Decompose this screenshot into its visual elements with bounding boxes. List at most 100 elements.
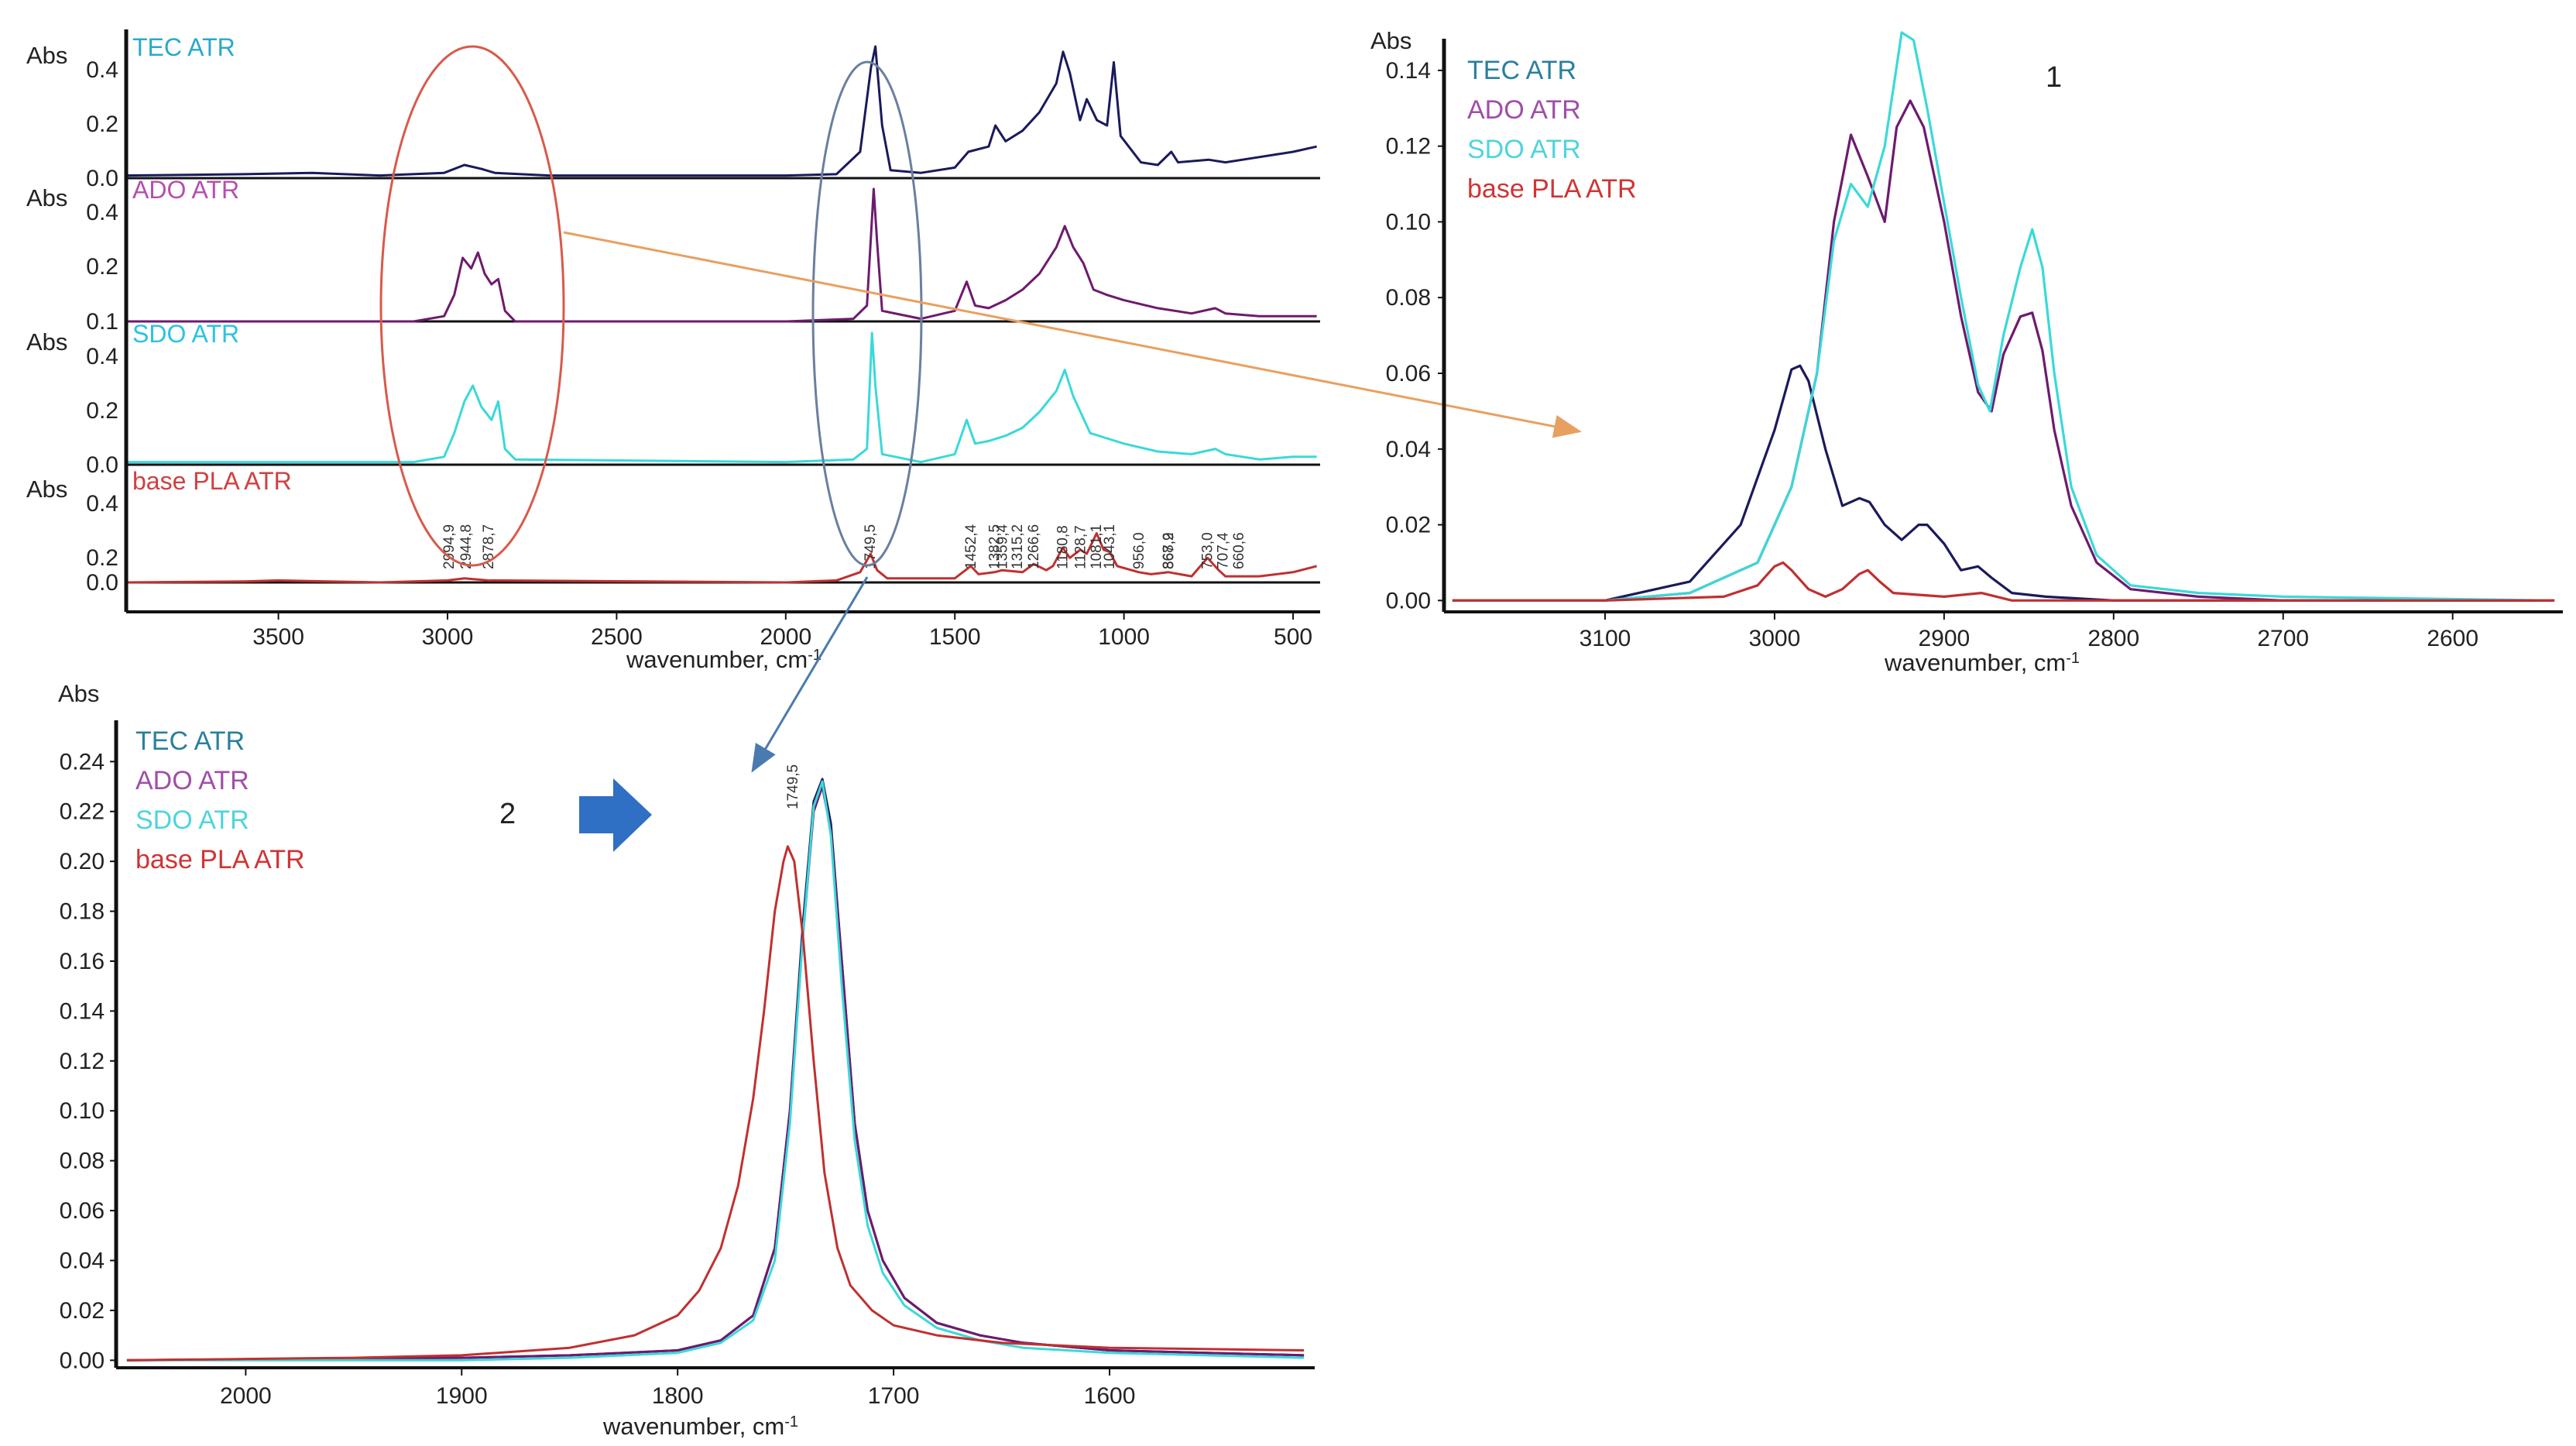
peak-annotation: 1749,5 bbox=[863, 524, 879, 569]
peak-annotation: 1382,5 bbox=[987, 524, 1003, 569]
legend-entry: ADO ATR bbox=[135, 766, 249, 795]
inset-1-x-label: wavenumber, cm-1 bbox=[1884, 649, 2080, 676]
y-tick-label: 0.20 bbox=[60, 849, 105, 874]
x-tick-label: 1600 bbox=[1084, 1383, 1136, 1409]
spectrum-line bbox=[1452, 364, 2555, 602]
x-tick-label: 1800 bbox=[652, 1383, 704, 1409]
spectrum-line bbox=[1452, 31, 2555, 602]
x-tick-label: 2900 bbox=[1918, 626, 1970, 651]
highlight-ellipse-ch-region bbox=[379, 45, 565, 567]
legend-entry: ADO ATR bbox=[1467, 95, 1581, 125]
inset-1-y-label: Abs bbox=[1370, 27, 1411, 54]
peak-annotation: 1359,4 bbox=[995, 524, 1011, 569]
inset-2-chart: 0.24 0.22 0.20 0.18 0.16 0.14 0.12 0.10 0.08 0.06… bbox=[58, 680, 1315, 1440]
y-tick-label: 0.0 bbox=[86, 570, 118, 596]
legend-entry: SDO ATR bbox=[1467, 135, 1581, 164]
x-tick-label: 3100 bbox=[1580, 626, 1631, 651]
spectrum-line bbox=[126, 187, 1317, 323]
peak-annotation: 1043,1 bbox=[1102, 524, 1118, 569]
peak-annotation: 1180,8 bbox=[1055, 525, 1072, 569]
inset-2-panel-number: 2 bbox=[499, 798, 516, 830]
connector-arrow-to-inset-2 bbox=[751, 576, 869, 773]
y-tick-label: 0.04 bbox=[1386, 437, 1431, 462]
y-tick-label: 0.4 bbox=[86, 200, 118, 225]
x-tick-label: 1700 bbox=[868, 1383, 920, 1409]
y-tick-label: 0.10 bbox=[1386, 209, 1431, 235]
overview-x-label: wavenumber, cm-1 bbox=[626, 646, 822, 673]
spectrum-line bbox=[125, 532, 1317, 584]
y-tick-label: 0.0 bbox=[86, 452, 118, 478]
peak-annotation: 867,9 bbox=[1161, 532, 1177, 569]
peak-annotation: 1452,4 bbox=[963, 524, 979, 569]
inset-2-peak-label: 1749,5 bbox=[785, 764, 801, 809]
panel-y-axis-label: Abs bbox=[26, 42, 67, 69]
y-tick-label: 0.10 bbox=[60, 1098, 105, 1124]
panel-label: TEC ATR bbox=[132, 33, 235, 61]
y-tick-label: 0.2 bbox=[86, 254, 118, 280]
y-tick-label: 0.18 bbox=[60, 899, 105, 925]
peak-annotation: 2944,8 bbox=[458, 524, 475, 569]
connector-arrow-to-inset-1 bbox=[563, 231, 1582, 438]
panel-label: base PLA ATR bbox=[132, 467, 292, 495]
y-tick-label: 0.2 bbox=[86, 112, 118, 137]
peak-annotation: 753,0 bbox=[1200, 532, 1216, 569]
x-tick-label: 1900 bbox=[436, 1383, 488, 1409]
inset-1-panel-number: 1 bbox=[2046, 61, 2062, 94]
y-tick-label: 0.04 bbox=[60, 1249, 105, 1274]
inset-1-chart: 0.14 0.12 0.10 0.08 0.06 0.04 0.02 0.00 3100 3000… bbox=[1370, 27, 2563, 676]
y-tick-label: 0.12 bbox=[1386, 134, 1431, 160]
y-tick-label: 0.00 bbox=[60, 1348, 105, 1373]
y-tick-label: 0.14 bbox=[60, 998, 105, 1024]
peak-annotation: 1315,2 bbox=[1010, 524, 1026, 569]
y-tick-label: 0.4 bbox=[86, 57, 118, 83]
spectrum-line bbox=[126, 845, 1305, 1362]
y-tick-label: 0.24 bbox=[60, 749, 105, 775]
y-tick-label: 0.1 bbox=[86, 309, 118, 335]
y-tick-label: 0.22 bbox=[60, 799, 105, 825]
peak-annotation: 1128,7 bbox=[1072, 525, 1089, 569]
y-tick-label: 0.0 bbox=[86, 166, 118, 191]
y-tick-label: 0.02 bbox=[1386, 513, 1431, 538]
y-tick-label: 0.08 bbox=[60, 1149, 105, 1174]
spectrum-line bbox=[125, 45, 1317, 177]
peak-annotation: 660,6 bbox=[1231, 532, 1247, 569]
spectrum-line bbox=[1452, 561, 2555, 602]
x-tick-label: 2600 bbox=[2427, 626, 2478, 651]
x-tick-label: 3000 bbox=[422, 624, 474, 650]
x-tick-label: 2000 bbox=[220, 1383, 272, 1409]
panel-y-axis-label: Abs bbox=[26, 184, 67, 211]
y-tick-label: 0.14 bbox=[1386, 58, 1431, 84]
peak-annotation: 2994,9 bbox=[441, 524, 458, 569]
spectrum-line bbox=[126, 331, 1317, 464]
peak-annotation: 1266,6 bbox=[1026, 524, 1042, 569]
peak-annotation: 868,2 bbox=[1161, 532, 1177, 569]
y-tick-label: 0.4 bbox=[86, 491, 118, 517]
y-tick-label: 0.2 bbox=[86, 398, 118, 424]
inset-2-x-label: wavenumber, cm-1 bbox=[602, 1413, 798, 1440]
y-tick-label: 0.4 bbox=[86, 344, 118, 369]
highlight-ellipse-carbonyl-region bbox=[811, 60, 923, 567]
y-tick-label: 0.06 bbox=[60, 1198, 105, 1224]
y-tick-label: 0.2 bbox=[86, 545, 118, 571]
panel-label: ADO ATR bbox=[132, 176, 239, 204]
y-tick-label: 0.16 bbox=[60, 949, 105, 974]
peak-annotation: 1081,1 bbox=[1089, 524, 1105, 569]
blue-arrow-icon bbox=[579, 778, 652, 852]
peak-annotation: 956,0 bbox=[1131, 532, 1147, 569]
y-tick-label: 0.02 bbox=[60, 1298, 105, 1324]
x-tick-label: 2000 bbox=[760, 624, 811, 650]
x-tick-label: 2500 bbox=[591, 624, 643, 650]
x-tick-label: 2800 bbox=[2087, 626, 2139, 651]
legend-entry: SDO ATR bbox=[135, 805, 249, 835]
x-tick-label: 2700 bbox=[2257, 626, 2309, 651]
x-tick-label: 3500 bbox=[252, 624, 304, 650]
panel-y-axis-label: Abs bbox=[26, 328, 67, 355]
y-tick-label: 0.00 bbox=[1386, 588, 1431, 613]
legend-entry: base PLA ATR bbox=[1467, 174, 1637, 204]
x-tick-label: 1000 bbox=[1098, 624, 1150, 650]
spectrum-line bbox=[126, 780, 1305, 1362]
x-tick-label: 3000 bbox=[1749, 626, 1801, 651]
y-tick-label: 0.12 bbox=[60, 1049, 105, 1074]
